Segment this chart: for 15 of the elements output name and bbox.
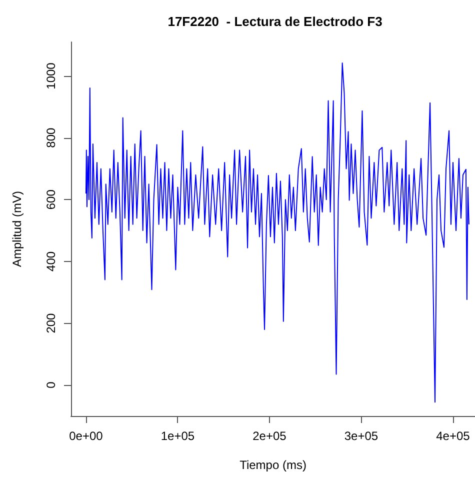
x-tick-label: 1e+05: [160, 429, 195, 443]
x-tick-label: 0e+00: [69, 429, 104, 443]
x-tick-label: 3e+05: [344, 429, 378, 443]
chart-title: 17F2220 - Lectura de Electrodo F3: [168, 14, 382, 29]
y-tick-label: 600: [44, 189, 58, 210]
y-tick-label: 800: [44, 127, 58, 148]
y-tick-label: 400: [44, 251, 58, 272]
x-tick-label: 4e+05: [436, 429, 470, 443]
x-axis-title: Tiempo (ms): [240, 458, 306, 472]
x-tick-label: 2e+05: [252, 429, 287, 443]
y-tick-label: 200: [44, 312, 58, 334]
y-tick-label: 0: [44, 381, 58, 388]
line-series: [85, 62, 470, 403]
y-tick-label: 1000: [44, 62, 58, 90]
y-axis-title: Amplitud (mV): [10, 190, 24, 268]
